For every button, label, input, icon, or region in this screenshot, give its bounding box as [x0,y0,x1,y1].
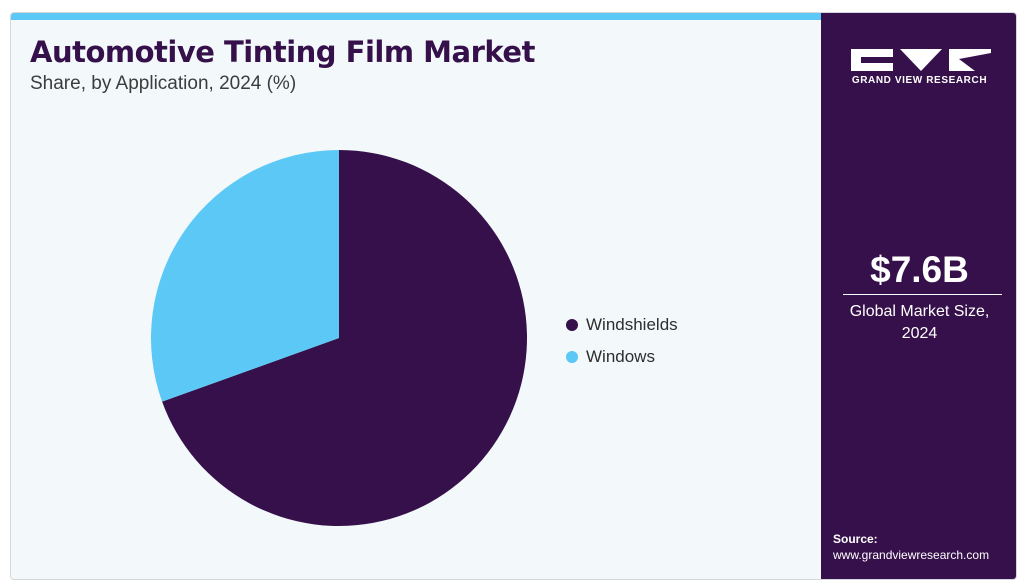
pie-slice-windshields [162,150,527,526]
grand-view-research-logo [851,49,991,71]
chart-title: Automotive Tinting Film Market [30,35,535,69]
market-size-label: Global Market Size, 2024 [849,303,990,342]
legend-label-windows: Windows [586,347,655,366]
chart-subtitle: Share, by Application, 2024 (%) [30,73,297,94]
chart-card: Automotive Tinting Film Market Share, by… [10,12,1017,580]
legend-swatch-windshields [566,319,578,331]
pie-chart [150,150,527,526]
source-url[interactable]: www.grandviewresearch.com [833,548,990,562]
pie-slice-windows [150,150,339,402]
info-sidebar: GRAND VIEW RESEARCH $7.6B Global Market … [821,13,1016,579]
logo-wordmark: GRAND VIEW RESEARCH [851,75,988,86]
market-size-value: $7.6B [870,249,969,290]
legend-swatch-windows [566,351,578,363]
legend-item-windows: Windows [566,341,678,373]
stat-divider [843,294,1002,295]
legend-label-windshields: Windshields [586,315,678,334]
chart-legend: Windshields Windows [566,309,678,373]
legend-item-windshields: Windshields [566,309,678,341]
accent-bar [11,13,821,20]
source-label: Source: [833,532,878,546]
